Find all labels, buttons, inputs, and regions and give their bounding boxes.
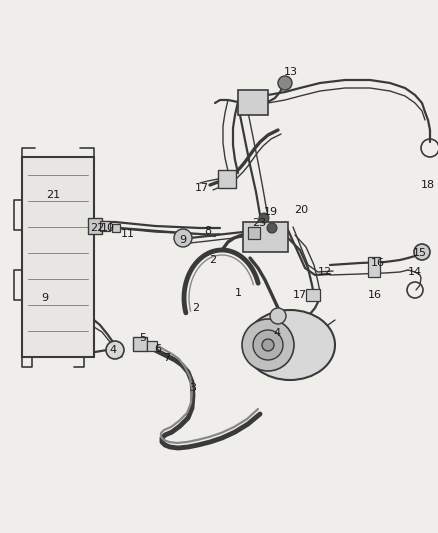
Circle shape [414, 244, 430, 260]
Text: 4: 4 [110, 345, 117, 355]
Text: 12: 12 [318, 267, 332, 277]
Text: 21: 21 [46, 190, 60, 200]
Text: 15: 15 [413, 248, 427, 258]
Text: 1: 1 [234, 288, 241, 298]
Text: 23: 23 [252, 218, 266, 228]
Text: 16: 16 [368, 290, 382, 300]
Text: 9: 9 [42, 293, 49, 303]
Text: 20: 20 [294, 205, 308, 215]
Circle shape [278, 76, 292, 90]
Bar [218, 170, 236, 188]
Ellipse shape [245, 310, 335, 380]
Text: 4: 4 [273, 328, 281, 338]
Text: 17: 17 [293, 290, 307, 300]
Bar [238, 90, 268, 115]
Bar [248, 227, 260, 239]
Circle shape [270, 308, 286, 324]
Text: 2: 2 [209, 255, 216, 265]
Bar [100, 221, 110, 231]
Text: 13: 13 [284, 67, 298, 77]
Text: 11: 11 [121, 229, 135, 239]
Text: 19: 19 [264, 207, 278, 217]
Bar [147, 341, 157, 351]
Circle shape [106, 341, 124, 359]
Bar [88, 218, 102, 234]
Text: 8: 8 [205, 226, 212, 236]
Text: 17: 17 [195, 183, 209, 193]
Text: 5: 5 [139, 333, 146, 343]
Bar [22, 157, 94, 357]
Text: 6: 6 [155, 344, 162, 354]
Bar [368, 257, 380, 277]
Text: 2: 2 [192, 303, 200, 313]
Circle shape [242, 319, 294, 371]
Bar [306, 289, 320, 301]
Bar [112, 224, 120, 232]
Circle shape [262, 339, 274, 351]
Text: 22: 22 [90, 223, 104, 233]
Bar [243, 222, 288, 252]
Text: 3: 3 [190, 383, 197, 393]
Text: 7: 7 [163, 353, 170, 363]
Text: 18: 18 [421, 180, 435, 190]
Text: 10: 10 [101, 223, 115, 233]
Circle shape [259, 213, 269, 223]
Text: 16: 16 [371, 258, 385, 268]
Bar [133, 337, 147, 351]
Text: 9: 9 [180, 235, 187, 245]
Circle shape [253, 330, 283, 360]
Circle shape [267, 223, 277, 233]
Circle shape [174, 229, 192, 247]
Text: 14: 14 [408, 267, 422, 277]
